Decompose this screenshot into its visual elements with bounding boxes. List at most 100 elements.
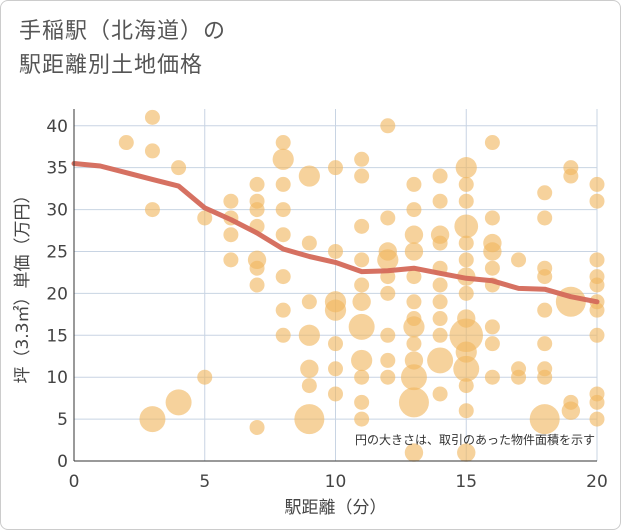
data-point <box>354 151 370 167</box>
data-point <box>249 202 265 218</box>
data-point <box>458 285 474 301</box>
data-point <box>275 135 291 151</box>
data-point <box>589 277 605 293</box>
data-point <box>406 269 422 285</box>
data-point <box>432 327 448 343</box>
data-point <box>511 252 527 268</box>
data-point <box>223 193 239 209</box>
data-point <box>354 218 370 234</box>
data-point <box>298 324 320 346</box>
data-point <box>197 369 213 385</box>
data-point <box>298 165 320 187</box>
trend-layer <box>71 161 600 305</box>
x-tick-label: 10 <box>325 472 347 492</box>
data-point <box>378 242 397 261</box>
data-point <box>275 176 291 192</box>
data-point <box>275 227 291 243</box>
data-point <box>457 309 476 328</box>
size-note: 円の大きさは、取引のあった物件面積を示す <box>355 432 595 447</box>
data-point <box>457 443 476 462</box>
data-point <box>249 277 265 293</box>
data-point <box>294 404 325 435</box>
data-point <box>380 285 396 301</box>
data-point <box>354 394 370 410</box>
data-point <box>432 386 448 402</box>
data-point <box>328 336 343 352</box>
data-point <box>275 202 291 218</box>
y-tick-label: 10 <box>46 368 68 388</box>
data-point <box>484 260 500 276</box>
data-point <box>432 277 448 293</box>
data-point <box>432 193 448 209</box>
data-point <box>301 294 317 310</box>
data-point <box>432 168 448 184</box>
data-point <box>484 135 500 151</box>
data-point <box>328 361 343 377</box>
data-point <box>484 319 500 335</box>
data-point <box>354 277 370 293</box>
data-point <box>458 176 474 192</box>
data-point <box>537 185 553 201</box>
data-point <box>301 378 317 394</box>
data-point <box>484 210 500 226</box>
data-point <box>223 252 239 268</box>
data-point <box>458 235 474 251</box>
data-point <box>404 242 424 261</box>
chart-title-line1: 手稲駅（北海道）の <box>19 19 227 44</box>
data-point <box>454 214 479 239</box>
data-point <box>432 294 448 310</box>
y-tick-label: 0 <box>57 452 68 472</box>
data-point <box>458 252 474 268</box>
data-point <box>348 313 375 340</box>
data-point <box>589 193 605 209</box>
data-point <box>449 318 484 353</box>
x-axis-label: 駅距離（分） <box>285 498 387 518</box>
data-point <box>589 176 605 192</box>
data-point <box>165 389 192 416</box>
y-axis-label: 坪（3.3㎡）単価（万円） <box>13 186 33 383</box>
data-point <box>398 387 429 418</box>
data-point <box>223 227 239 243</box>
y-tick-label: 15 <box>46 326 68 346</box>
data-point <box>427 347 454 374</box>
data-point <box>529 404 560 435</box>
data-point <box>354 411 370 427</box>
trend-line <box>71 161 600 305</box>
data-point <box>432 235 448 251</box>
data-point <box>458 403 474 419</box>
x-tick-label: 15 <box>455 472 477 492</box>
data-point <box>537 269 553 285</box>
data-point <box>458 378 474 394</box>
data-point <box>118 135 134 151</box>
data-point <box>352 292 371 311</box>
data-point <box>406 202 422 218</box>
data-point <box>380 210 396 226</box>
data-point <box>511 369 527 385</box>
data-point <box>589 411 605 427</box>
data-point <box>301 235 317 251</box>
data-point <box>249 176 265 192</box>
data-point <box>484 336 500 352</box>
data-point <box>380 327 396 343</box>
data-point <box>139 406 166 433</box>
x-tick-label: 20 <box>586 472 608 492</box>
data-point <box>380 118 396 134</box>
data-point <box>171 160 187 176</box>
data-point <box>404 225 424 244</box>
data-point <box>300 359 319 378</box>
y-tick-label: 35 <box>46 159 68 179</box>
data-point <box>249 419 265 435</box>
data-point <box>453 355 480 382</box>
data-point <box>589 252 605 268</box>
data-point <box>144 202 160 218</box>
data-point <box>455 157 477 179</box>
data-point <box>400 364 427 391</box>
data-point <box>275 302 291 318</box>
data-point <box>144 143 160 159</box>
y-tick-label: 20 <box>46 284 68 304</box>
data-point <box>328 243 343 259</box>
y-tick-label: 40 <box>46 117 68 137</box>
data-point <box>589 327 605 343</box>
data-point <box>563 394 579 410</box>
